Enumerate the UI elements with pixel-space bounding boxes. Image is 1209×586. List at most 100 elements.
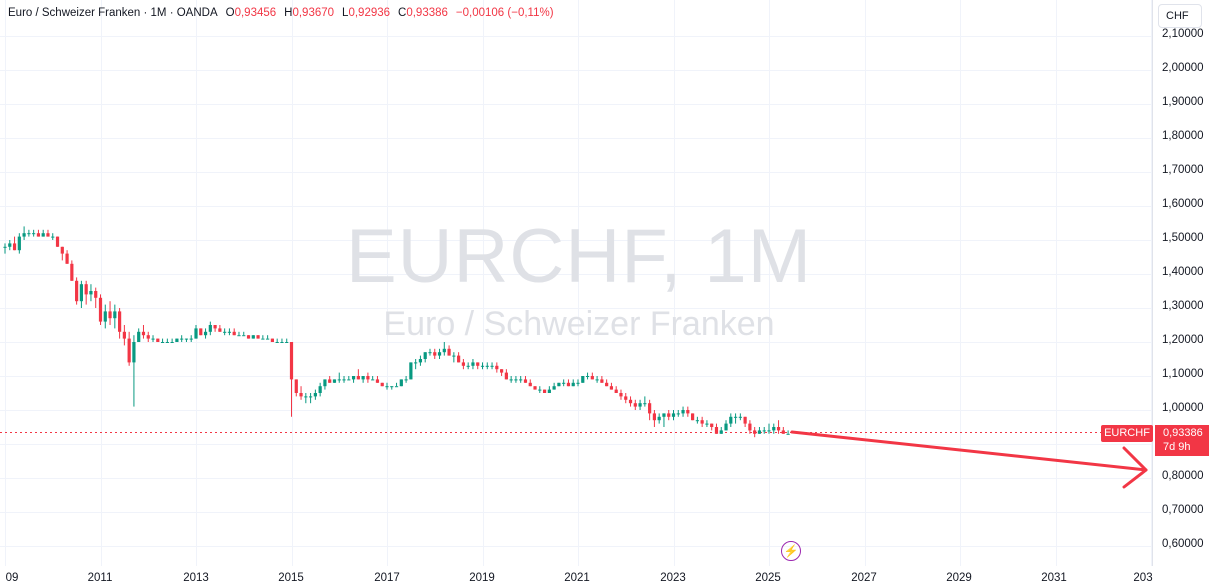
candle-body [294,379,298,393]
legend-symbol[interactable]: Euro / Schweizer Franken · 1M · OANDA [8,7,218,19]
candle [313,389,317,400]
candle [180,335,184,342]
candle [476,362,480,370]
candle [442,342,446,356]
candle [266,335,270,340]
legend-change: −0,00106 (−0,11%) [455,7,554,19]
candle [108,301,112,325]
candle [347,376,351,381]
candle-body [94,291,98,298]
x-tick: 2015 [278,572,304,584]
candle [318,382,322,397]
candle-body [738,416,742,418]
candle-body [547,389,551,393]
candle [380,382,384,387]
candle-body [366,376,370,380]
candle-body [84,284,88,295]
candle [705,420,709,427]
candle [667,410,671,421]
legend-close-value: 0,93386 [406,7,448,19]
candle-body [485,365,489,367]
candle [729,413,733,427]
candle [304,393,308,404]
candle-body [409,362,413,380]
candle-body [323,379,327,387]
candle [776,420,781,434]
candle [84,280,88,305]
candle-body [719,430,723,434]
candle-body [261,338,265,340]
candle [17,233,21,254]
candle-body [585,376,590,377]
candle [342,376,346,383]
candle [418,355,423,366]
candle-body [628,399,633,404]
lightning-icon[interactable]: ⚡ [781,541,801,561]
candle [542,389,547,393]
candle-body [619,393,623,397]
x-tick: 09 [5,572,19,584]
candle [122,325,126,346]
candle-body [528,382,532,387]
candle [51,233,55,240]
candle-body [557,382,561,387]
candle-body [380,382,384,387]
candle-body [103,311,107,322]
candle [3,243,7,254]
candle [643,396,647,407]
candle [605,379,609,387]
x-tick: 2017 [374,572,400,584]
projection-arrow[interactable] [790,430,1148,489]
y-tick: 1,10000 [1162,368,1204,380]
candle-body [743,416,747,424]
candle-body [624,396,628,400]
candle-body [757,430,762,434]
candle [175,338,179,342]
candle-body [514,379,518,381]
candle-body [208,325,212,332]
candle-body [156,338,160,342]
candle [786,430,790,435]
candle [270,338,274,342]
candle-body [471,362,475,366]
candle-body [452,355,456,357]
candle [242,331,246,337]
candle [686,406,690,417]
x-tick: 2031 [1041,572,1067,584]
candle [160,338,165,343]
candle [103,304,107,329]
candle [390,386,394,390]
candle [385,382,389,390]
candle-body [270,338,274,342]
candle [433,348,437,359]
candle [452,352,456,363]
candle-body [590,376,594,380]
candle-body [232,331,236,336]
candle [356,369,360,380]
candle [748,420,752,434]
candle [528,379,532,387]
candle [719,427,723,434]
candle [710,423,714,431]
candle [628,396,633,407]
candle [189,335,193,342]
candle [127,331,131,366]
candle-body [423,352,427,359]
candle [328,376,332,383]
candle [98,294,103,325]
candle-body [681,410,685,414]
candle [351,376,356,383]
candle [638,399,642,410]
candle [547,386,551,393]
candle-body [538,389,542,391]
candle-body [700,420,704,424]
candle [151,335,155,342]
candle-body [180,338,184,340]
candle-body [328,379,332,383]
x-tick: 2025 [755,572,781,584]
currency-button[interactable]: CHF [1158,4,1202,28]
y-tick: 2,00000 [1162,62,1204,74]
y-tick: 1,90000 [1162,96,1204,108]
x-tick: 2021 [564,572,590,584]
